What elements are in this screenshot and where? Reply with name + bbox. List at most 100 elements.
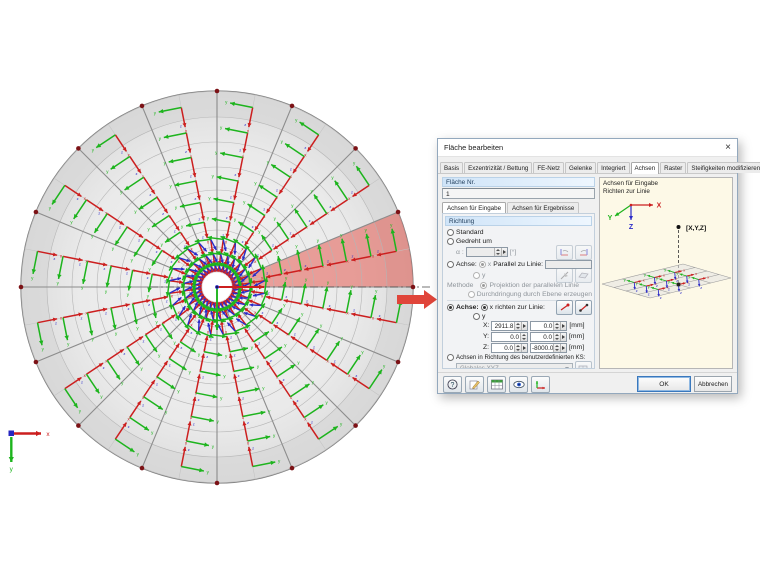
svg-text:z: z bbox=[329, 204, 331, 209]
coord-x-label: X: bbox=[483, 322, 490, 329]
svg-text:y: y bbox=[151, 430, 154, 435]
subtab-achsen-ergebnisse[interactable]: Achsen für Ergebnisse bbox=[507, 202, 580, 213]
alpha-spin-updown[interactable] bbox=[493, 248, 501, 256]
pick-two-nodes-icon-button[interactable] bbox=[575, 300, 592, 315]
help-button[interactable]: ? bbox=[443, 375, 462, 393]
svg-text:z: z bbox=[210, 336, 212, 341]
spin-updown[interactable] bbox=[514, 321, 522, 330]
svg-text:x: x bbox=[304, 417, 307, 422]
svg-text:y: y bbox=[668, 280, 670, 284]
svg-text:x: x bbox=[372, 253, 375, 258]
svg-text:z: z bbox=[266, 270, 268, 275]
svg-text:y: y bbox=[31, 275, 34, 280]
tab-basis[interactable]: Basis bbox=[440, 162, 464, 173]
radio-achse2-x[interactable] bbox=[480, 304, 488, 311]
spin-updown[interactable] bbox=[553, 321, 561, 330]
svg-text:z: z bbox=[234, 352, 236, 357]
svg-text:y: y bbox=[220, 395, 223, 400]
flaeche-nr-input[interactable]: 1 bbox=[442, 188, 595, 199]
svg-text:x: x bbox=[84, 196, 87, 201]
alpha-spinner[interactable] bbox=[465, 247, 508, 257]
radio-achse1-y[interactable] bbox=[473, 271, 480, 279]
global-ucs-triad: xy bbox=[8, 430, 50, 473]
svg-text:z: z bbox=[230, 194, 232, 199]
ks-dropdown-value: Globales XYZ bbox=[460, 365, 499, 369]
parallel-line-input[interactable] bbox=[545, 259, 592, 269]
spin-updown[interactable] bbox=[514, 343, 522, 352]
radio-ks[interactable] bbox=[447, 354, 454, 361]
tab-gelenke[interactable]: Gelenke bbox=[565, 162, 597, 173]
svg-text:z: z bbox=[294, 332, 296, 337]
tab-raster[interactable]: Raster bbox=[660, 162, 687, 173]
spin-more[interactable] bbox=[560, 332, 567, 341]
rim-node bbox=[76, 423, 81, 428]
comment-button[interactable] bbox=[465, 375, 484, 393]
chevron-down-icon bbox=[565, 367, 569, 368]
tab-exzentrizitaet[interactable]: Exzentrizität / Bettung bbox=[464, 162, 533, 173]
svg-text:y: y bbox=[42, 347, 45, 352]
radio-gedreht[interactable] bbox=[447, 238, 454, 245]
svg-text:z: z bbox=[198, 217, 200, 222]
pick-node-icon-button[interactable] bbox=[556, 300, 573, 315]
tab-steifigkeiten[interactable]: Steifigkeiten modifizieren bbox=[687, 162, 760, 173]
close-icon[interactable]: × bbox=[725, 141, 731, 153]
svg-text:z: z bbox=[261, 310, 263, 315]
svg-text:y: y bbox=[92, 337, 95, 342]
tab-integriert[interactable]: Integriert bbox=[597, 162, 630, 173]
svg-text:z: z bbox=[263, 207, 265, 212]
display-properties-button[interactable] bbox=[509, 375, 528, 393]
tab-achsen[interactable]: Achsen bbox=[630, 162, 660, 174]
spin-more[interactable] bbox=[521, 343, 528, 352]
coord-z2-spinner[interactable]: -8000.0 bbox=[530, 342, 568, 353]
radio-achse-richten[interactable] bbox=[447, 304, 454, 311]
radio-achse1-x[interactable] bbox=[478, 260, 486, 268]
radio-projektion[interactable] bbox=[480, 282, 488, 289]
axes-systems-button[interactable] bbox=[531, 375, 550, 393]
radio-standard[interactable] bbox=[447, 229, 454, 236]
svg-text:x: x bbox=[171, 293, 174, 298]
plane-icon-button[interactable] bbox=[575, 267, 592, 283]
svg-text:y: y bbox=[137, 452, 140, 457]
spin-more[interactable] bbox=[560, 321, 567, 330]
rim-node bbox=[139, 103, 145, 109]
svg-text:z: z bbox=[352, 253, 354, 258]
ks-dropdown[interactable]: Globales XYZ bbox=[456, 363, 573, 369]
subtab-achsen-eingabe[interactable]: Achsen für Eingabe bbox=[442, 202, 507, 213]
svg-text:z: z bbox=[103, 266, 105, 271]
svg-text:y: y bbox=[79, 409, 82, 414]
svg-text:z: z bbox=[238, 373, 240, 378]
radio-achse-parallel[interactable] bbox=[447, 260, 454, 268]
coord-x2-spinner[interactable]: 0.0 bbox=[530, 320, 568, 331]
spin-more[interactable] bbox=[560, 343, 567, 352]
spin-updown[interactable] bbox=[520, 332, 528, 341]
units-button[interactable] bbox=[487, 375, 506, 393]
coord-x1-spinner[interactable]: 2911.8 bbox=[491, 320, 529, 331]
edit-ks-icon-button[interactable] bbox=[575, 361, 592, 368]
svg-text:x: x bbox=[60, 316, 63, 321]
line-target-node bbox=[676, 282, 681, 287]
preview-caption-line1: Achsen für Eingabe bbox=[603, 180, 658, 187]
achse2-y-label: y bbox=[482, 313, 486, 320]
svg-text:y: y bbox=[664, 268, 666, 272]
alpha-spin-more[interactable] bbox=[500, 248, 507, 256]
pick-line-icon-button[interactable] bbox=[556, 267, 573, 283]
svg-text:y: y bbox=[301, 312, 304, 317]
achse2-x-label: x bbox=[489, 304, 494, 311]
coord-z1-spinner[interactable]: 0.0 bbox=[491, 342, 529, 353]
rotate-axes-icon-button-1[interactable] bbox=[556, 244, 573, 260]
spin-updown[interactable] bbox=[553, 343, 561, 352]
rotate-axes-icon-button-2[interactable] bbox=[575, 244, 592, 260]
ok-button[interactable]: OK bbox=[637, 376, 691, 392]
cancel-button[interactable]: Abbrechen bbox=[694, 376, 732, 392]
svg-text:x: x bbox=[261, 276, 264, 281]
spin-more[interactable] bbox=[521, 321, 528, 330]
tab-fe-netz[interactable]: FE-Netz bbox=[533, 162, 565, 173]
coord-y2-spinner[interactable]: 0.0 bbox=[530, 331, 568, 342]
radio-achse2-y[interactable] bbox=[473, 313, 480, 320]
radio-durchdringung[interactable] bbox=[467, 291, 475, 298]
svg-text:y: y bbox=[268, 409, 271, 414]
svg-text:y: y bbox=[271, 327, 274, 332]
spin-updown[interactable] bbox=[553, 332, 561, 341]
coord-y1-spinner[interactable]: 0.0 bbox=[491, 331, 529, 342]
